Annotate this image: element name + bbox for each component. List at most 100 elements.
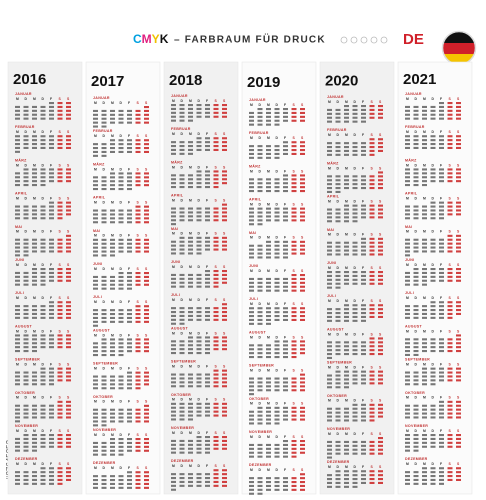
day-cell: [213, 484, 219, 487]
weekday-label: S: [59, 296, 62, 300]
day-cell: [135, 438, 141, 441]
day-cell: [57, 268, 63, 271]
day-cell: [249, 145, 254, 148]
day-cell: [249, 244, 254, 247]
day-cell: [439, 350, 444, 353]
day-cell: [66, 180, 71, 183]
day-cell: [205, 406, 210, 409]
day-cell: [213, 236, 219, 239]
day-cell: [283, 406, 288, 409]
day-cell: [361, 374, 366, 377]
day-cell: [300, 440, 305, 443]
day-cell: [135, 346, 141, 349]
day-cell: [205, 215, 210, 218]
day-cell: [23, 275, 29, 278]
weekday-label: M: [406, 462, 409, 466]
day-cell: [327, 312, 332, 315]
day-cell: [205, 348, 210, 351]
day-cell: [66, 234, 71, 237]
day-cell: [327, 153, 332, 156]
day-cell: [266, 219, 271, 222]
day-cell: [171, 443, 176, 446]
month-name: FEBRUAR: [15, 125, 35, 129]
weekday-label: F: [50, 163, 52, 167]
month-name: JANUAR: [15, 92, 32, 96]
month-name: NOVEMBER: [171, 426, 194, 430]
day-cell: [40, 146, 46, 149]
day-cell: [213, 406, 219, 409]
weekday-label: S: [301, 236, 304, 240]
day-cell: [327, 142, 332, 145]
weekday-label: M: [33, 196, 36, 200]
day-cell: [447, 146, 453, 149]
day-cell: [266, 406, 271, 409]
day-cell: [196, 410, 202, 413]
day-cell: [32, 105, 37, 108]
day-cell: [32, 383, 37, 386]
day-cell: [127, 221, 132, 224]
weekday-label: M: [33, 163, 36, 167]
weekday-label: M: [33, 396, 36, 400]
weekday-label: F: [128, 200, 130, 204]
day-cell: [335, 245, 341, 248]
day-cell: [274, 149, 280, 152]
day-cell: [144, 121, 149, 124]
day-cell: [49, 312, 54, 315]
day-cell: [352, 249, 358, 252]
day-cell: [57, 412, 63, 415]
day-cell: [300, 182, 305, 185]
weekday-label: M: [267, 335, 270, 339]
day-cell: [57, 404, 63, 407]
day-cell: [405, 254, 410, 257]
month-name: JULI: [171, 293, 180, 297]
day-cell: [222, 402, 227, 405]
day-cell: [144, 479, 149, 482]
day-cell: [40, 475, 46, 478]
day-cell: [144, 338, 149, 341]
day-cell: [430, 238, 436, 241]
day-cell: [23, 135, 29, 138]
month-name: DEZEMBER: [93, 461, 116, 465]
day-cell: [327, 478, 332, 481]
day-cell: [456, 139, 461, 142]
weekday-label: M: [423, 462, 426, 466]
day-cell: [291, 252, 297, 255]
day-cell: [335, 142, 341, 145]
day-cell: [439, 437, 444, 440]
day-cell: [171, 211, 176, 214]
day-cell: [335, 208, 341, 211]
day-cell: [352, 411, 358, 414]
day-cell: [40, 172, 46, 175]
day-cell: [300, 186, 305, 189]
day-cell: [257, 115, 263, 118]
day-cell: [15, 135, 20, 138]
day-cell: [378, 378, 383, 381]
day-cell: [144, 205, 149, 208]
day-cell: [456, 180, 461, 183]
day-cell: [135, 150, 141, 153]
day-cell: [144, 404, 149, 407]
day-cell: [32, 268, 37, 271]
day-cell: [422, 346, 427, 349]
day-cell: [378, 187, 383, 190]
weekday-label: D: [181, 298, 184, 302]
month-name: AUGUST: [327, 327, 344, 331]
day-cell: [222, 336, 227, 339]
month-name: SEPTEMBER: [93, 362, 118, 366]
weekday-label: M: [172, 398, 175, 402]
weekday-label: M: [16, 462, 19, 466]
weekday-label: S: [137, 267, 140, 271]
day-cell: [49, 250, 54, 253]
day-cell: [93, 250, 98, 253]
day-cell: [66, 367, 71, 370]
day-cell: [335, 271, 341, 274]
day-cell: [93, 184, 98, 187]
day-cell: [266, 156, 271, 159]
day-cell: [266, 108, 271, 111]
day-cell: [283, 340, 288, 343]
day-cell: [447, 416, 453, 419]
day-cell: [249, 410, 254, 413]
day-cell: [205, 344, 210, 347]
day-cell: [179, 348, 185, 351]
day-cell: [430, 338, 436, 341]
